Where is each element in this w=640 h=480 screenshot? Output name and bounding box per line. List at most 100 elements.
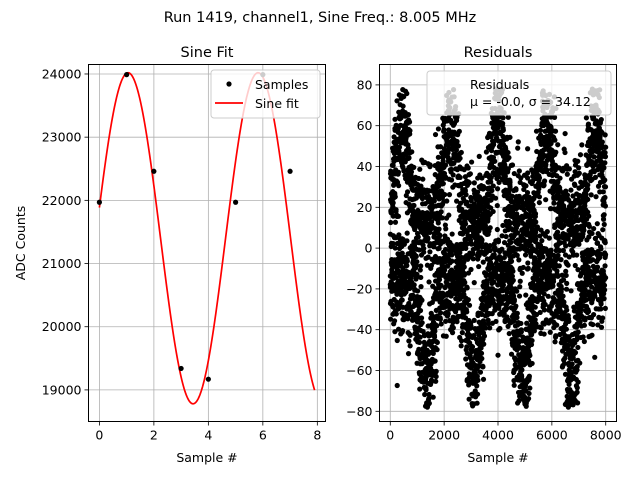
residual-point — [577, 360, 583, 366]
residual-point — [518, 329, 524, 335]
residual-point — [592, 174, 599, 180]
residual-point — [408, 169, 415, 175]
residual-point — [513, 303, 519, 309]
residual-point — [399, 328, 406, 334]
residual-point — [592, 293, 598, 299]
residual-point — [550, 283, 556, 289]
residual-point — [603, 275, 609, 281]
residual-point — [430, 394, 436, 400]
residual-point — [583, 115, 589, 121]
residual-point — [541, 291, 547, 297]
residual-point — [395, 326, 402, 332]
residual-point — [560, 277, 567, 283]
residual-point — [598, 246, 604, 252]
residual-point — [527, 352, 533, 359]
residual-point — [596, 314, 602, 320]
residual-point — [598, 116, 604, 123]
residuals-xlabel: Sample # — [467, 450, 528, 465]
y-tick-label: −40 — [346, 322, 372, 337]
residual-point — [392, 194, 398, 200]
residual-point — [547, 329, 553, 335]
residual-point — [547, 206, 554, 212]
residual-point — [527, 385, 533, 391]
residual-point — [461, 288, 467, 294]
residual-point — [552, 339, 558, 345]
residual-point — [403, 312, 409, 318]
residual-point — [514, 288, 520, 294]
y-tick-label: −20 — [346, 281, 372, 296]
residual-point — [404, 230, 410, 236]
residual-point — [475, 377, 481, 383]
residual-point — [555, 273, 561, 279]
residual-point — [602, 160, 608, 166]
residual-point — [404, 189, 411, 195]
residual-point — [434, 339, 440, 346]
residual-point — [483, 325, 489, 331]
residual-point — [594, 158, 600, 164]
residual-point — [564, 192, 571, 198]
residual-point — [458, 338, 465, 344]
residual-point — [580, 334, 586, 340]
residual-point — [589, 230, 595, 237]
residual-point — [546, 235, 552, 241]
residual-point — [556, 263, 562, 269]
residual-point — [407, 127, 413, 134]
residual-point — [390, 200, 396, 206]
residual-point — [526, 390, 532, 397]
residual-point — [417, 166, 423, 172]
residual-point — [494, 226, 500, 233]
residual-point — [519, 367, 525, 373]
residual-point — [457, 174, 463, 181]
residual-point — [554, 322, 560, 328]
residual-point — [499, 246, 505, 252]
sample-point — [233, 199, 239, 205]
residual-point — [487, 242, 493, 249]
residual-point — [469, 344, 476, 350]
residual-point — [602, 184, 609, 190]
residual-point — [488, 175, 494, 181]
residual-point — [413, 253, 419, 260]
residual-point — [505, 149, 511, 156]
residual-point — [416, 339, 423, 345]
residual-point — [517, 284, 523, 290]
residual-point — [598, 251, 604, 257]
residual-point — [585, 186, 591, 192]
x-tick-label: 6000 — [536, 428, 568, 443]
residual-point — [471, 333, 477, 339]
residual-point — [394, 98, 400, 104]
residual-point — [594, 264, 601, 270]
residual-point — [588, 192, 594, 198]
residual-point — [432, 328, 438, 334]
residual-point — [496, 179, 502, 186]
residual-point — [591, 312, 597, 318]
residual-point — [500, 127, 506, 133]
residual-point — [585, 182, 591, 188]
residual-point — [530, 202, 536, 208]
residual-point — [536, 175, 543, 181]
residual-point — [458, 149, 464, 156]
residual-point — [465, 165, 471, 171]
residual-point — [514, 310, 520, 316]
residual-point — [421, 249, 427, 255]
residuals-plot: Residuals 0 2000 4000 6000 8000−80−60−40−200… — [346, 45, 622, 465]
residual-point — [544, 167, 550, 173]
residual-point — [563, 243, 569, 249]
residual-point — [550, 278, 557, 285]
residual-point — [414, 259, 420, 265]
residual-point — [565, 236, 571, 242]
legend-samples-label: Samples — [255, 77, 308, 92]
residual-point — [503, 233, 509, 240]
residual-point — [492, 303, 498, 309]
residual-point — [417, 307, 424, 314]
residual-point — [443, 318, 449, 324]
residual-point — [470, 256, 476, 262]
x-tick-label: 4000 — [482, 428, 514, 443]
residual-point — [585, 308, 592, 315]
residual-point — [406, 119, 413, 125]
residual-point — [443, 333, 449, 339]
residual-point — [533, 236, 539, 242]
residual-point — [576, 170, 582, 176]
residual-point — [449, 231, 455, 237]
residual-point — [551, 114, 558, 120]
residual-point — [553, 333, 559, 339]
